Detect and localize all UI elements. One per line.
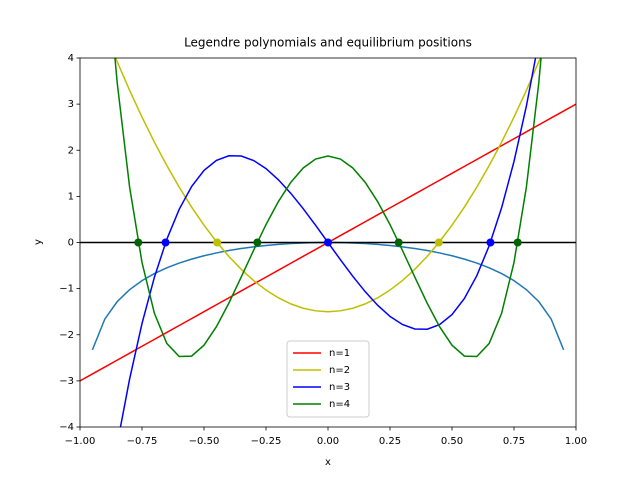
y-tick-label: 2: [68, 145, 74, 156]
x-axis-label: x: [325, 457, 331, 468]
y-tick-label: 1: [68, 191, 74, 202]
x-tick-label: 0.25: [379, 436, 401, 447]
y-tick-label: −3: [59, 376, 74, 387]
y-tick-label: 3: [68, 99, 74, 110]
equilibrium-point: [434, 238, 443, 247]
equilibrium-point: [324, 238, 332, 247]
equilibrium-point: [253, 238, 262, 247]
equilibrium-point: [161, 238, 170, 247]
series-line: [114, 58, 542, 358]
y-tick-label: −2: [59, 330, 74, 341]
x-tick-label: 1.00: [565, 436, 587, 447]
x-tick-label: −0.50: [189, 436, 220, 447]
x-tick-label: 0.75: [503, 436, 525, 447]
y-tick-label: 0: [68, 238, 74, 249]
x-tick-label: −0.75: [127, 436, 158, 447]
legend-label: n=4: [329, 399, 350, 410]
equilibrium-point: [134, 238, 143, 247]
equilibrium-point: [394, 238, 403, 247]
legend-label: n=2: [329, 365, 350, 376]
x-tick-label: −1.00: [65, 436, 96, 447]
equilibrium-point: [213, 238, 222, 247]
series-line: [114, 58, 542, 313]
chart-title: Legendre polynomials and equilibrium pos…: [184, 36, 472, 50]
legend-box: [286, 340, 370, 418]
y-axis-label: y: [33, 239, 44, 245]
x-tick-label: −0.25: [251, 436, 282, 447]
x-tick-label: 0.50: [441, 436, 463, 447]
y-tick-label: −1: [59, 284, 74, 295]
x-tick-label: 0.00: [317, 436, 339, 447]
axes-frame: [79, 57, 577, 428]
y-tick-label: 4: [68, 53, 74, 64]
equilibrium-point: [513, 238, 522, 247]
plot-area: [80, 58, 576, 427]
y-tick-label: −4: [59, 422, 74, 433]
equilibrium-point: [486, 238, 495, 247]
legend-label: n=3: [329, 382, 350, 393]
legend-label: n=1: [329, 348, 350, 359]
